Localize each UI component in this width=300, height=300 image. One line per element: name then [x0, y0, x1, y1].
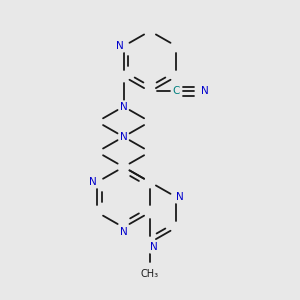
Text: N: N — [120, 102, 128, 112]
Text: N: N — [120, 132, 128, 142]
Text: N: N — [201, 86, 209, 97]
Text: N: N — [150, 242, 158, 253]
Text: N: N — [176, 192, 184, 202]
Text: C: C — [173, 86, 180, 97]
Text: N: N — [116, 41, 124, 51]
Text: CH₃: CH₃ — [141, 269, 159, 279]
Text: N: N — [89, 177, 97, 187]
Text: N: N — [120, 227, 128, 237]
